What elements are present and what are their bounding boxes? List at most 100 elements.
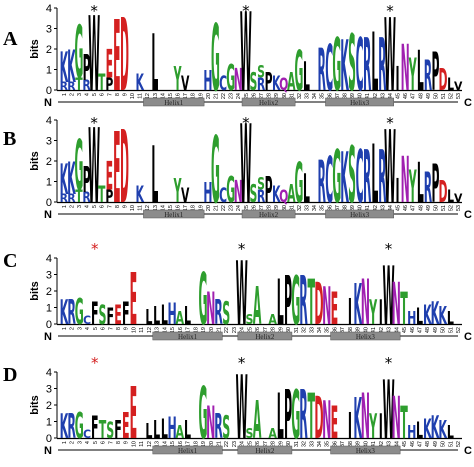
n-terminus-label: N [44,97,52,109]
residue-glyph: E [106,42,113,87]
position-number: 33 [305,93,311,99]
position-number: 17 [186,327,192,333]
position-number: 30 [286,441,292,447]
residue-glyph: K [340,138,349,219]
residue-glyph: S [99,299,107,330]
position-number: 28 [271,327,277,333]
conserved-star-marker: * [90,2,98,20]
position-number: 20 [206,205,212,211]
residue-glyph: Y [369,407,378,446]
position-number: 1 [62,327,68,330]
position-number: 14 [160,93,166,99]
position-number: 40 [363,327,369,333]
residue-glyph: L [303,167,310,212]
position-number: 10 [131,441,137,447]
position-number: 51 [448,327,454,333]
y-axis-label: bits [29,395,41,415]
panel-letter: D [3,364,18,386]
residue-glyph: I [396,59,400,98]
helix-bar [241,97,296,107]
position-number: 49 [433,441,439,447]
position-number: 11 [138,93,144,99]
c-terminus-label: C [464,209,472,221]
residue-glyph: I [348,292,352,334]
position-number: 48 [425,441,431,447]
residue-glyph: N [206,397,215,449]
position-number: 23 [232,327,238,333]
residue-glyph: L [184,416,191,444]
y-tick-label: 1 [46,177,52,189]
residue-glyph: F [106,305,114,330]
position-number: 37 [335,93,341,99]
position-number: 31 [289,93,295,99]
residue-glyph: L [417,152,424,216]
residue-glyph: F [122,295,130,332]
position-number: 6 [100,205,106,208]
residue-glyph: N [401,31,410,105]
c-terminus-label: C [464,97,472,109]
position-number: 3 [77,441,83,444]
position-number: 31 [294,327,300,333]
residue-glyph: F [91,409,99,446]
residue-glyph: G [75,292,84,334]
residue-glyph: R [257,188,265,207]
position-number: 40 [363,441,369,447]
position-number: 1 [62,441,68,444]
position-number: 44 [394,327,400,333]
residue-glyph: L [417,40,424,104]
position-number: 18 [193,327,199,333]
position-number: 9 [122,93,128,96]
position-number: 12 [145,205,151,211]
helix-label: Helix3 [350,99,370,107]
position-number: 16 [178,327,184,333]
residue-glyph: K [60,45,69,93]
residue-glyph: W [88,114,100,227]
position-number: 7 [108,441,114,444]
residue-glyph: N [234,63,243,98]
residue-glyph: R [82,77,91,94]
position-number: 17 [186,441,192,447]
residue-glyph: L [371,16,378,110]
n-terminus-label: N [44,209,52,221]
position-number: 34 [317,327,323,333]
residue-glyph: R [378,24,386,108]
helix-bar [330,331,401,341]
residue-glyph: P [431,42,439,103]
position-number: 27 [263,441,269,447]
residue-glyph: K [272,183,281,208]
residue-glyph: C [325,31,333,105]
position-number: 37 [340,327,346,333]
residue-glyph: Y [408,49,416,101]
residue-glyph: G [75,12,84,96]
position-number: 46 [410,441,416,447]
residue-glyph: T [400,283,408,335]
residue-glyph: K [431,409,440,446]
conserved-star-marker: * [242,114,250,132]
residue-glyph: E [113,1,120,113]
y-tick-label: 2 [46,156,52,168]
residue-glyph: E [331,397,339,449]
position-number: 17 [183,93,189,99]
position-number: 21 [213,93,219,99]
position-number: 46 [410,327,416,333]
n-terminus-label: N [44,331,52,343]
position-number: 49 [426,93,432,99]
residue-glyph: L [416,305,423,330]
position-number: 1 [62,205,68,208]
position-number: 34 [317,441,323,447]
residue-glyph: R [60,192,69,205]
position-number: 4 [85,441,91,444]
position-number: 44 [394,441,400,447]
y-tick-label: 3 [46,24,52,36]
position-number: 43 [380,93,386,99]
conserved-star-marker: * [91,354,99,372]
position-number: 38 [342,205,348,211]
residue-glyph: N [322,391,331,450]
residue-glyph: G [198,374,207,456]
residue-glyph: V [181,183,190,206]
residue-glyph: K [353,388,362,452]
residue-glyph: T [99,416,107,444]
residue-glyph: A [287,179,295,209]
residue-glyph: L [447,188,454,207]
